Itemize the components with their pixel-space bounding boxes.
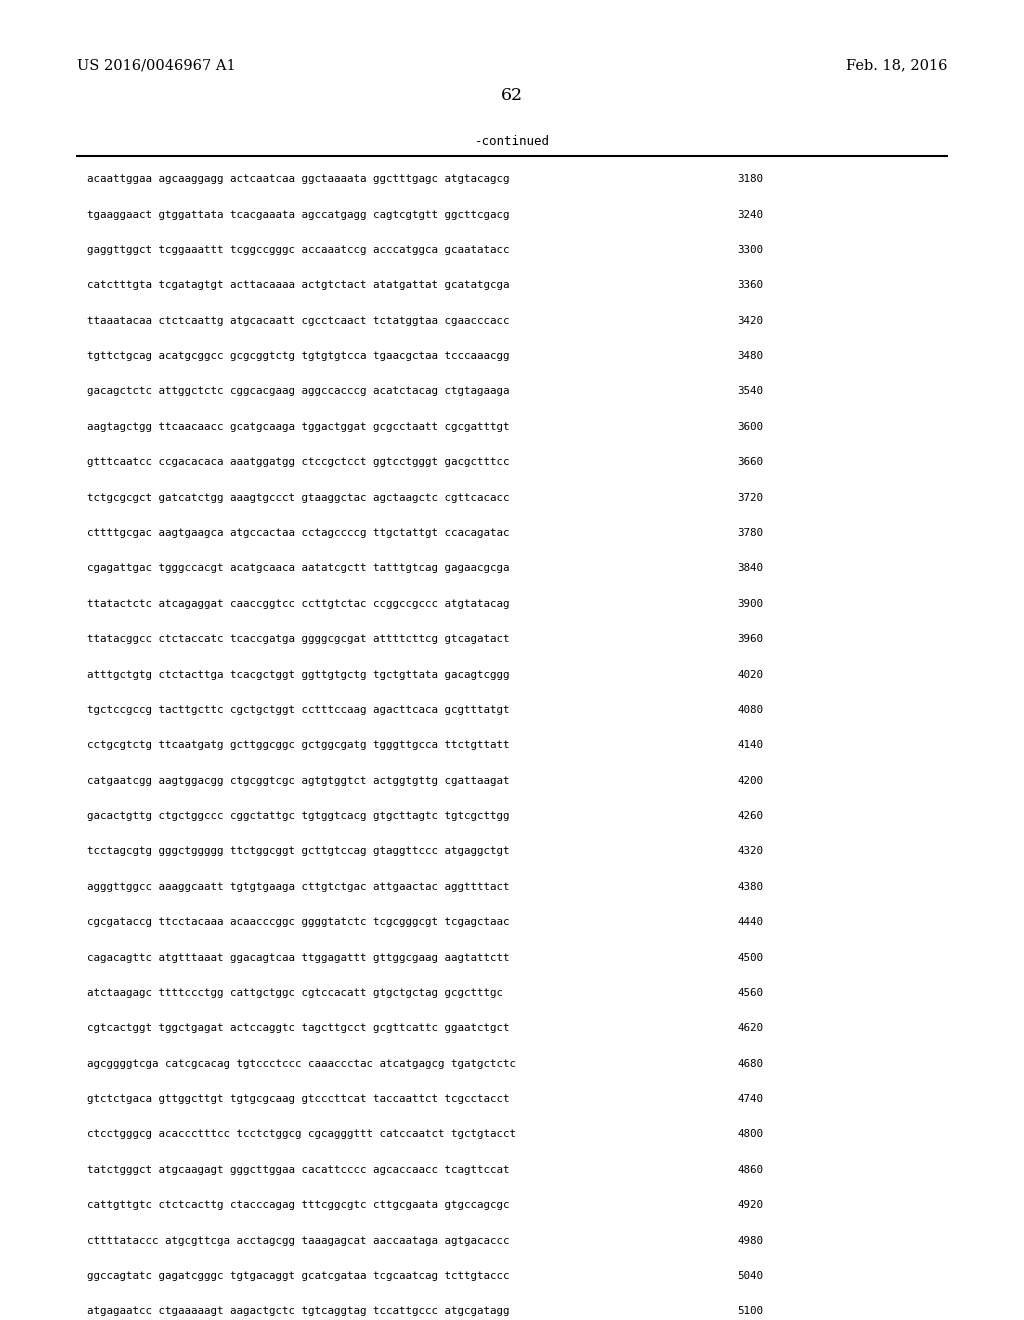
Text: 62: 62 (501, 87, 523, 104)
Text: 3780: 3780 (737, 528, 763, 539)
Text: 4140: 4140 (737, 741, 763, 750)
Text: gacagctctc attggctctc cggcacgaag aggccacccg acatctacag ctgtagaaga: gacagctctc attggctctc cggcacgaag aggccac… (87, 387, 510, 396)
Text: tgaaggaact gtggattata tcacgaaata agccatgagg cagtcgtgtt ggcttcgacg: tgaaggaact gtggattata tcacgaaata agccatg… (87, 210, 510, 219)
Text: tgttctgcag acatgcggcc gcgcggtctg tgtgtgtcca tgaacgctaa tcccaaacgg: tgttctgcag acatgcggcc gcgcggtctg tgtgtgt… (87, 351, 510, 362)
Text: cttttgcgac aagtgaagca atgccactaa cctagccccg ttgctattgt ccacagatac: cttttgcgac aagtgaagca atgccactaa cctagcc… (87, 528, 510, 539)
Text: 5100: 5100 (737, 1307, 763, 1316)
Text: 3180: 3180 (737, 174, 763, 185)
Text: 3660: 3660 (737, 457, 763, 467)
Text: agcggggtcga catcgcacag tgtccctccc caaaccctac atcatgagcg tgatgctctc: agcggggtcga catcgcacag tgtccctccc caaacc… (87, 1059, 516, 1069)
Text: 4920: 4920 (737, 1200, 763, 1210)
Text: 4440: 4440 (737, 917, 763, 927)
Text: atgagaatcc ctgaaaaagt aagactgctc tgtcaggtag tccattgccc atgcgatagg: atgagaatcc ctgaaaaagt aagactgctc tgtcagg… (87, 1307, 510, 1316)
Text: Feb. 18, 2016: Feb. 18, 2016 (846, 58, 947, 73)
Text: 4800: 4800 (737, 1130, 763, 1139)
Text: 4500: 4500 (737, 953, 763, 962)
Text: -continued: -continued (474, 135, 550, 148)
Text: tatctgggct atgcaagagt gggcttggaa cacattcccc agcaccaacc tcagttccat: tatctgggct atgcaagagt gggcttggaa cacattc… (87, 1164, 510, 1175)
Text: 3960: 3960 (737, 634, 763, 644)
Text: cgtcactggt tggctgagat actccaggtc tagcttgcct gcgttcattc ggaatctgct: cgtcactggt tggctgagat actccaggtc tagcttg… (87, 1023, 510, 1034)
Text: aagtagctgg ttcaacaacc gcatgcaaga tggactggat gcgcctaatt cgcgatttgt: aagtagctgg ttcaacaacc gcatgcaaga tggactg… (87, 422, 510, 432)
Text: gacactgttg ctgctggccc cggctattgc tgtggtcacg gtgcttagtc tgtcgcttgg: gacactgttg ctgctggccc cggctattgc tgtggtc… (87, 810, 510, 821)
Text: 3240: 3240 (737, 210, 763, 219)
Text: acaattggaa agcaaggagg actcaatcaa ggctaaaata ggctttgagc atgtacagcg: acaattggaa agcaaggagg actcaatcaa ggctaaa… (87, 174, 510, 185)
Text: cattgttgtc ctctcacttg ctacccagag tttcggcgtc cttgcgaata gtgccagcgc: cattgttgtc ctctcacttg ctacccagag tttcggc… (87, 1200, 510, 1210)
Text: agggttggcc aaaggcaatt tgtgtgaaga cttgtctgac attgaactac aggttttact: agggttggcc aaaggcaatt tgtgtgaaga cttgtct… (87, 882, 510, 892)
Text: 4380: 4380 (737, 882, 763, 892)
Text: 3720: 3720 (737, 492, 763, 503)
Text: 3480: 3480 (737, 351, 763, 362)
Text: tctgcgcgct gatcatctgg aaagtgccct gtaaggctac agctaagctc cgttcacacc: tctgcgcgct gatcatctgg aaagtgccct gtaaggc… (87, 492, 510, 503)
Text: 3420: 3420 (737, 315, 763, 326)
Text: 3300: 3300 (737, 246, 763, 255)
Text: tcctagcgtg gggctggggg ttctggcggt gcttgtccag gtaggttccc atgaggctgt: tcctagcgtg gggctggggg ttctggcggt gcttgtc… (87, 846, 510, 857)
Text: 3600: 3600 (737, 422, 763, 432)
Text: 4620: 4620 (737, 1023, 763, 1034)
Text: cctgcgtctg ttcaatgatg gcttggcggc gctggcgatg tgggttgcca ttctgttatt: cctgcgtctg ttcaatgatg gcttggcggc gctggcg… (87, 741, 510, 750)
Text: cagacagttc atgtttaaat ggacagtcaa ttggagattt gttggcgaag aagtattctt: cagacagttc atgtttaaat ggacagtcaa ttggaga… (87, 953, 510, 962)
Text: US 2016/0046967 A1: US 2016/0046967 A1 (77, 58, 236, 73)
Text: cttttataccc atgcgttcga acctagcgg taaagagcat aaccaataga agtgacaccc: cttttataccc atgcgttcga acctagcgg taaagag… (87, 1236, 510, 1246)
Text: catgaatcgg aagtggacgg ctgcggtcgc agtgtggtct actggtgttg cgattaagat: catgaatcgg aagtggacgg ctgcggtcgc agtgtgg… (87, 776, 510, 785)
Text: atctaagagc ttttccctgg cattgctggc cgtccacatt gtgctgctag gcgctttgc: atctaagagc ttttccctgg cattgctggc cgtccac… (87, 987, 503, 998)
Text: cgcgataccg ttcctacaaa acaacccggc ggggtatctc tcgcgggcgt tcgagctaac: cgcgataccg ttcctacaaa acaacccggc ggggtat… (87, 917, 510, 927)
Text: ggccagtatc gagatcgggc tgtgacaggt gcatcgataa tcgcaatcag tcttgtaccc: ggccagtatc gagatcgggc tgtgacaggt gcatcga… (87, 1271, 510, 1280)
Text: 3840: 3840 (737, 564, 763, 573)
Text: catctttgta tcgatagtgt acttacaaaa actgtctact atatgattat gcatatgcga: catctttgta tcgatagtgt acttacaaaa actgtct… (87, 280, 510, 290)
Text: tgctccgccg tacttgcttc cgctgctggt cctttccaag agacttcaca gcgtttatgt: tgctccgccg tacttgcttc cgctgctggt cctttcc… (87, 705, 510, 715)
Text: 3900: 3900 (737, 599, 763, 609)
Text: 3540: 3540 (737, 387, 763, 396)
Text: 4980: 4980 (737, 1236, 763, 1246)
Text: ttatacggcc ctctaccatc tcaccgatga ggggcgcgat attttcttcg gtcagatact: ttatacggcc ctctaccatc tcaccgatga ggggcgc… (87, 634, 510, 644)
Text: gaggttggct tcggaaattt tcggccgggc accaaatccg acccatggca gcaatatacc: gaggttggct tcggaaattt tcggccgggc accaaat… (87, 246, 510, 255)
Text: cgagattgac tgggccacgt acatgcaaca aatatcgctt tatttgtcag gagaacgcga: cgagattgac tgggccacgt acatgcaaca aatatcg… (87, 564, 510, 573)
Text: 4560: 4560 (737, 987, 763, 998)
Text: atttgctgtg ctctacttga tcacgctggt ggttgtgctg tgctgttata gacagtcggg: atttgctgtg ctctacttga tcacgctggt ggttgtg… (87, 669, 510, 680)
Text: 4260: 4260 (737, 810, 763, 821)
Text: 4680: 4680 (737, 1059, 763, 1069)
Text: 4860: 4860 (737, 1164, 763, 1175)
Text: 4020: 4020 (737, 669, 763, 680)
Text: ctcctgggcg acaccctttcc tcctctggcg cgcagggttt catccaatct tgctgtacct: ctcctgggcg acaccctttcc tcctctggcg cgcagg… (87, 1130, 516, 1139)
Text: 4740: 4740 (737, 1094, 763, 1104)
Text: 4200: 4200 (737, 776, 763, 785)
Text: gtctctgaca gttggcttgt tgtgcgcaag gtcccttcat taccaattct tcgcctacct: gtctctgaca gttggcttgt tgtgcgcaag gtccctt… (87, 1094, 510, 1104)
Text: 4320: 4320 (737, 846, 763, 857)
Text: ttaaatacaa ctctcaattg atgcacaatt cgcctcaact tctatggtaa cgaacccacc: ttaaatacaa ctctcaattg atgcacaatt cgcctca… (87, 315, 510, 326)
Text: gtttcaatcc ccgacacaca aaatggatgg ctccgctcct ggtcctgggt gacgctttcc: gtttcaatcc ccgacacaca aaatggatgg ctccgct… (87, 457, 510, 467)
Text: 5040: 5040 (737, 1271, 763, 1280)
Text: 3360: 3360 (737, 280, 763, 290)
Text: ttatactctc atcagaggat caaccggtcc ccttgtctac ccggccgccc atgtatacag: ttatactctc atcagaggat caaccggtcc ccttgtc… (87, 599, 510, 609)
Text: 4080: 4080 (737, 705, 763, 715)
